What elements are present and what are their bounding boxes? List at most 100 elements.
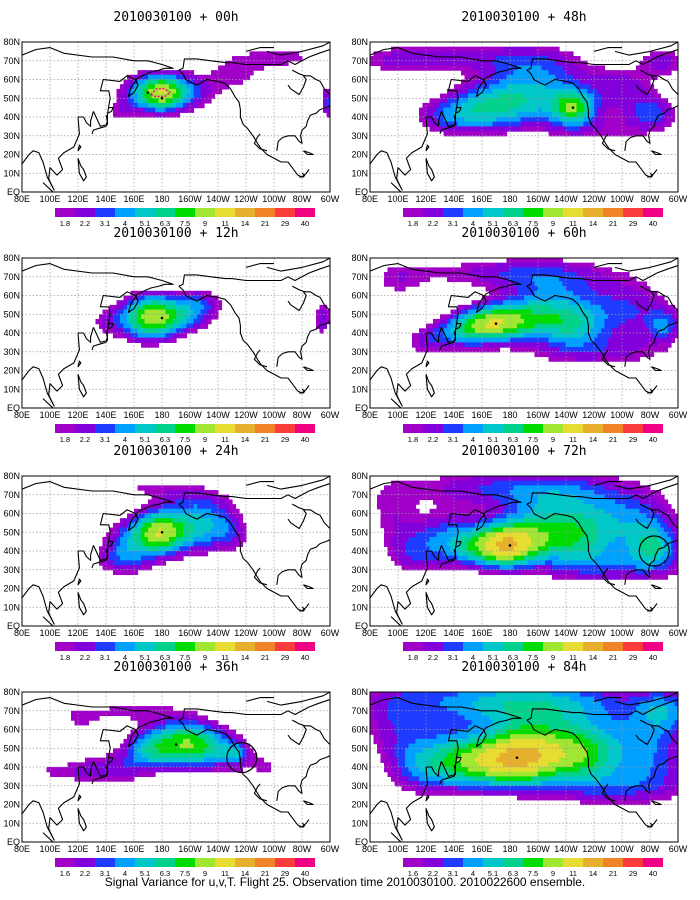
variance-cell bbox=[183, 318, 188, 325]
variance-cell bbox=[211, 752, 216, 759]
variance-cell bbox=[235, 743, 240, 749]
variance-cell bbox=[461, 79, 466, 85]
variance-cell bbox=[496, 318, 501, 325]
variance-cell bbox=[158, 738, 163, 745]
y-tick-label: 10N bbox=[3, 168, 20, 178]
colorbar-label: 21 bbox=[609, 219, 617, 228]
variance-cell bbox=[653, 65, 658, 71]
variance-cell bbox=[457, 476, 462, 482]
variance-cell bbox=[419, 60, 424, 67]
variance-cell bbox=[176, 499, 181, 505]
variance-cell bbox=[190, 729, 195, 735]
variance-cell bbox=[650, 84, 655, 90]
variance-cell bbox=[464, 98, 469, 104]
variance-cell bbox=[113, 541, 118, 547]
variance-cell bbox=[583, 286, 588, 292]
variance-cell bbox=[151, 504, 156, 510]
variance-cell bbox=[650, 117, 655, 123]
variance-cell bbox=[401, 65, 406, 71]
variance-cell bbox=[492, 314, 497, 320]
variance-cell bbox=[604, 70, 609, 76]
variance-cell bbox=[552, 258, 557, 264]
variance-cell bbox=[653, 51, 658, 57]
variance-cell bbox=[204, 715, 209, 721]
variance-cell bbox=[650, 314, 655, 320]
variance-cell bbox=[443, 328, 448, 334]
variance-cell bbox=[590, 117, 595, 123]
variance-cell bbox=[391, 485, 396, 491]
variance-cell bbox=[137, 98, 142, 104]
variance-cell bbox=[534, 60, 539, 67]
variance-cell bbox=[531, 121, 536, 127]
variance-cell bbox=[597, 318, 602, 325]
variance-cell bbox=[454, 314, 459, 320]
variance-cell bbox=[499, 84, 504, 90]
variance-cell bbox=[475, 60, 480, 67]
variance-cell bbox=[569, 98, 574, 104]
variance-cell bbox=[657, 126, 662, 132]
coastline bbox=[22, 697, 174, 777]
variance-cell bbox=[517, 328, 522, 334]
variance-cell bbox=[562, 480, 567, 486]
variance-cell bbox=[562, 328, 567, 334]
variance-cell bbox=[169, 490, 174, 496]
variance-cell bbox=[204, 295, 209, 301]
variance-cell bbox=[162, 112, 167, 118]
variance-cell bbox=[615, 84, 620, 90]
variance-cell bbox=[235, 738, 240, 745]
variance-cell bbox=[457, 117, 462, 123]
variance-cell bbox=[573, 60, 578, 67]
variance-cell bbox=[478, 314, 483, 320]
variance-cell bbox=[524, 126, 529, 132]
variance-cell bbox=[225, 738, 230, 745]
variance-cell bbox=[141, 560, 146, 566]
variance-cell bbox=[643, 300, 648, 306]
variance-cell bbox=[580, 131, 585, 137]
variance-cell bbox=[555, 258, 560, 264]
variance-cell bbox=[422, 347, 427, 353]
variance-cell bbox=[583, 290, 588, 297]
variance-cell bbox=[541, 102, 546, 109]
variance-cell bbox=[569, 281, 574, 287]
x-tick-label: 160W bbox=[178, 194, 202, 204]
variance-cell bbox=[190, 513, 195, 519]
variance-cell bbox=[176, 724, 181, 731]
variance-cell bbox=[471, 102, 476, 109]
coastline bbox=[22, 481, 174, 561]
coastline bbox=[299, 388, 306, 394]
variance-cell bbox=[384, 56, 389, 62]
variance-cell bbox=[569, 117, 574, 123]
variance-cell bbox=[590, 295, 595, 301]
variance-cell bbox=[492, 295, 497, 301]
variance-cell bbox=[485, 117, 490, 123]
colorbar: 1.6 2.2 3.1 4 5.1 6.3 7.5 9 11 14 21 29 40 bbox=[55, 858, 315, 878]
variance-cell bbox=[169, 304, 174, 311]
variance-cell bbox=[499, 126, 504, 132]
variance-cell bbox=[134, 93, 139, 99]
variance-cell bbox=[422, 60, 427, 67]
variance-cell bbox=[116, 541, 121, 547]
variance-cell bbox=[158, 522, 163, 529]
variance-cell bbox=[148, 318, 153, 325]
variance-cell bbox=[485, 480, 490, 486]
variance-cell bbox=[583, 126, 588, 132]
coastline bbox=[526, 272, 658, 287]
variance-cell bbox=[503, 46, 508, 52]
variance-cell bbox=[555, 65, 560, 71]
variance-cell bbox=[151, 102, 156, 109]
variance-cell bbox=[134, 337, 139, 343]
variance-cell bbox=[573, 337, 578, 343]
variance-cell bbox=[492, 267, 497, 273]
colorbar-swatch bbox=[295, 208, 315, 217]
variance-cell bbox=[524, 337, 529, 343]
variance-cell bbox=[440, 342, 445, 348]
variance-cell bbox=[629, 70, 634, 76]
variance-cell bbox=[179, 485, 184, 491]
variance-cell bbox=[211, 508, 216, 515]
variance-cell bbox=[78, 720, 83, 726]
variance-cell bbox=[496, 314, 501, 320]
variance-cell bbox=[601, 98, 606, 104]
variance-cell bbox=[503, 318, 508, 325]
variance-cell bbox=[489, 65, 494, 71]
variance-cell bbox=[151, 333, 156, 339]
